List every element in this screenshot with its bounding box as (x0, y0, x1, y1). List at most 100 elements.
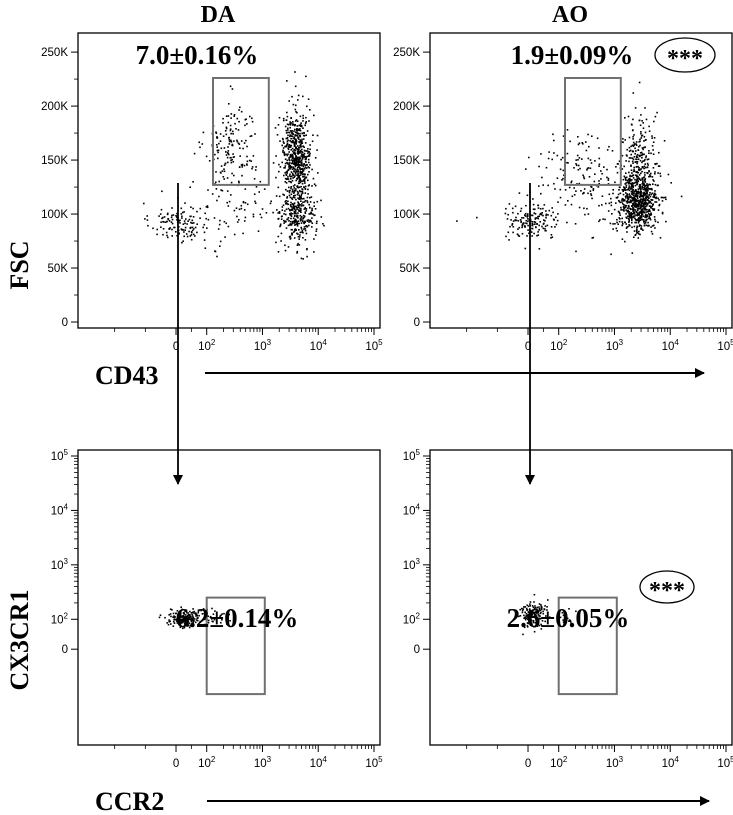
event-dot (540, 617, 543, 619)
event-dot (242, 201, 245, 204)
event-dot (160, 226, 162, 228)
event-dot (309, 152, 311, 155)
event-dot (288, 191, 291, 194)
event-dot (625, 182, 628, 184)
event-dot (152, 227, 154, 230)
event-dot (290, 217, 292, 220)
y-tick-label: 0 (414, 317, 420, 329)
event-dot (521, 609, 524, 612)
event-dot (289, 140, 291, 142)
event-dot (622, 198, 624, 201)
event-dot (169, 613, 172, 615)
event-dot (663, 140, 666, 142)
event-dot (302, 114, 304, 117)
event-dot (220, 614, 222, 617)
event-dot (298, 134, 301, 137)
event-dot (566, 161, 568, 164)
event-dot (230, 139, 232, 142)
event-dot (288, 158, 290, 161)
event-dot (643, 221, 645, 223)
event-dot (293, 149, 295, 151)
event-dot (286, 115, 289, 118)
event-dot (522, 608, 525, 610)
event-dot (243, 164, 246, 167)
event-dot (639, 187, 641, 189)
event-dot (293, 158, 296, 161)
event-dot (564, 204, 567, 206)
event-dot (278, 212, 281, 214)
event-dot (638, 174, 641, 176)
event-dot (631, 199, 634, 201)
event-dot (291, 162, 293, 165)
event-dot (288, 151, 290, 153)
event-dot (626, 179, 629, 182)
event-dot (508, 239, 510, 241)
event-dot (598, 182, 600, 185)
event-dot (623, 204, 625, 206)
event-dot (645, 218, 648, 221)
event-dot (231, 88, 234, 90)
event-dot (295, 212, 297, 215)
event-dot (651, 205, 653, 208)
event-dot (621, 238, 624, 240)
event-dot (607, 210, 610, 212)
event-dot (277, 217, 280, 220)
event-dot (524, 618, 527, 621)
event-dot (636, 161, 639, 163)
event-dot (287, 224, 290, 227)
event-dot (292, 166, 295, 168)
event-dot (622, 209, 625, 211)
event-dot (227, 152, 229, 155)
event-dot (573, 194, 576, 196)
event-dot (624, 178, 627, 180)
event-dot (607, 179, 610, 181)
event-dot (293, 210, 296, 213)
event-dot (297, 161, 300, 164)
x-tick-label: 105 (365, 755, 383, 770)
event-dot (582, 174, 584, 177)
event-dot (626, 193, 628, 195)
event-dot (643, 204, 645, 207)
event-dot (559, 168, 562, 171)
event-dot (613, 208, 616, 211)
event-dot (637, 201, 640, 204)
event-dot (537, 613, 540, 616)
event-dot (226, 177, 229, 179)
event-dot (292, 159, 295, 161)
event-dot (171, 228, 173, 231)
event-dot (625, 197, 627, 199)
event-dot (190, 238, 193, 241)
event-dot (632, 118, 634, 121)
event-dot (650, 202, 653, 205)
event-dot (241, 166, 243, 168)
event-dot (640, 212, 643, 214)
event-dot (301, 188, 303, 190)
event-dot (515, 216, 517, 219)
event-dot (162, 216, 164, 219)
event-dot (216, 255, 218, 258)
event-dot (300, 222, 303, 224)
event-dot (528, 612, 531, 614)
event-dot (236, 117, 239, 120)
event-dot (176, 622, 179, 624)
event-dot (304, 192, 307, 194)
event-dot (628, 180, 631, 182)
event-dot (534, 621, 537, 624)
event-dot (608, 145, 610, 148)
event-dot (529, 224, 532, 227)
event-dot (615, 196, 618, 199)
event-dot (189, 618, 192, 621)
event-dot (291, 131, 293, 134)
event-dot (538, 607, 541, 610)
event-dot (649, 210, 651, 212)
event-dot (199, 207, 202, 210)
event-dot (512, 211, 514, 214)
event-dot (172, 625, 175, 627)
event-dot (296, 185, 299, 187)
event-dot (581, 158, 583, 160)
event-dot (296, 120, 299, 123)
event-dot (542, 227, 545, 230)
event-dot (638, 217, 640, 219)
event-dot (643, 199, 646, 202)
event-dot (638, 191, 641, 193)
